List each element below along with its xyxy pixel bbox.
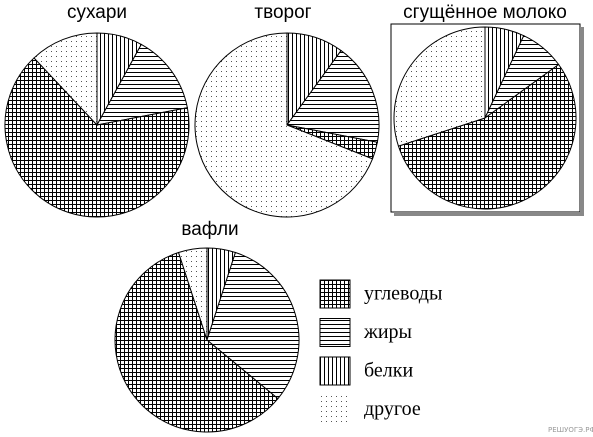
legend-swatch [319, 318, 351, 347]
pie-slice [96, 43, 188, 126]
legend-label: углеводы [364, 283, 442, 305]
pie-slice [286, 49, 380, 143]
pie-slice [177, 247, 208, 341]
frame-shadow [580, 27, 584, 215]
legend-label: другое [364, 398, 421, 420]
watermark: РЕШУОГЭ.РФ [548, 426, 593, 434]
chart-title: сгущённое молоко [403, 2, 567, 23]
legend-label: жиры [363, 321, 412, 343]
legend-swatch [320, 395, 350, 424]
pie-slice [4, 57, 190, 218]
chart-title: вафли [181, 219, 238, 240]
legend-swatch [319, 279, 351, 309]
pie-slice [114, 251, 279, 433]
pie-slice [33, 32, 98, 127]
frame-shadow [394, 212, 584, 216]
chart-title: сухари [67, 2, 127, 23]
legend-label: белки [364, 360, 413, 382]
pie-slice [393, 26, 486, 147]
pie-slice [397, 63, 577, 210]
pie-slice [194, 32, 374, 218]
pie-slice [206, 251, 300, 400]
chart-title: творог [254, 2, 311, 23]
legend-swatch [319, 356, 351, 386]
